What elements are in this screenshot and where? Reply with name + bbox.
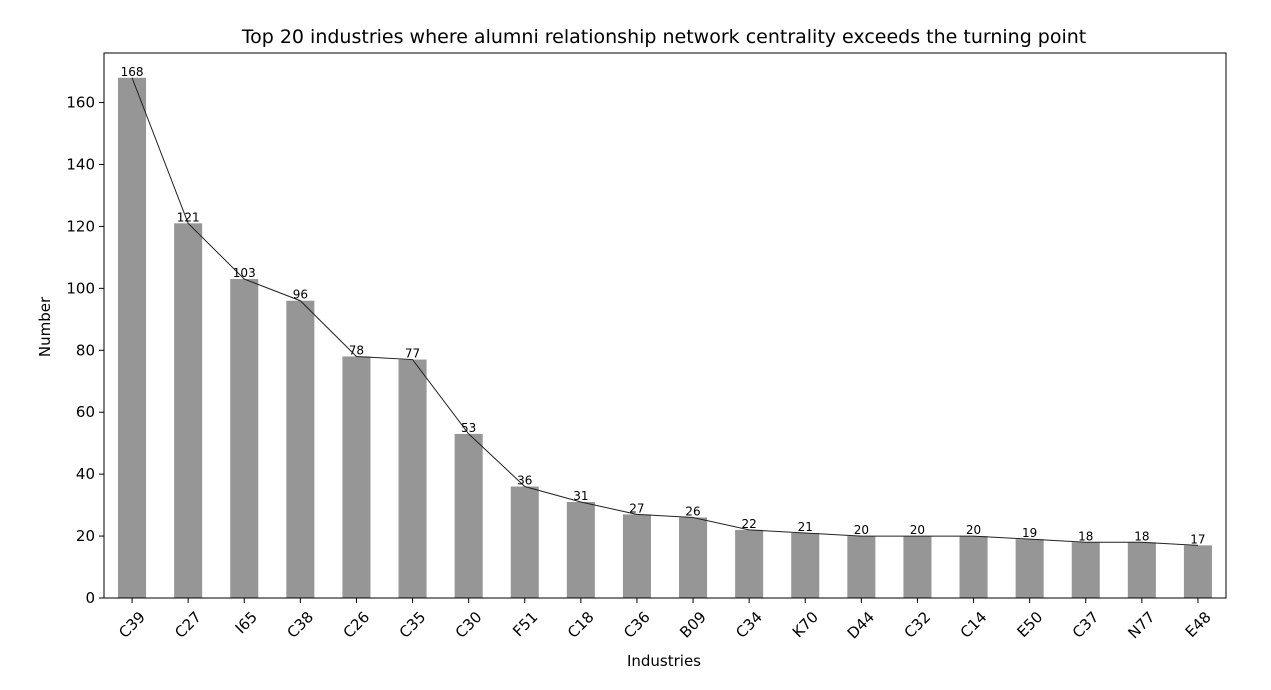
- data-label-d44: 20: [854, 523, 869, 537]
- x-tick-label-c26: C26: [340, 608, 374, 642]
- bar-c26: [342, 356, 371, 598]
- x-tick-label-e50: E50: [1013, 608, 1046, 641]
- x-tick-label-k70: K70: [789, 608, 822, 641]
- x-tick-label-d44: D44: [844, 608, 878, 642]
- bar-c14: [959, 536, 988, 598]
- bar-c36: [622, 514, 651, 598]
- y-tick-label: 20: [76, 527, 95, 545]
- bar-c38: [286, 300, 315, 598]
- x-tick-label-c35: C35: [396, 608, 430, 642]
- bar-e50: [1015, 539, 1044, 598]
- x-tick-label-c27: C27: [171, 608, 205, 642]
- data-label-n77: 18: [1134, 529, 1149, 543]
- y-axis-ticks: 0 20 40 60 80 100 120 140 160: [66, 94, 104, 607]
- bar-c30: [454, 433, 483, 598]
- y-axis-label: Number: [36, 296, 54, 357]
- bar-c34: [735, 529, 764, 598]
- x-tick-label-i65: I65: [232, 608, 261, 637]
- x-tick-label-c18: C18: [564, 608, 598, 642]
- x-tick-label-f51: F51: [509, 608, 541, 640]
- data-label-c14: 20: [966, 523, 981, 537]
- x-tick-label-e48: E48: [1182, 608, 1215, 641]
- data-label-c34: 22: [742, 517, 757, 531]
- bar-d44: [847, 536, 876, 598]
- x-tick-label-c38: C38: [283, 608, 317, 642]
- data-label-k70: 21: [798, 520, 813, 534]
- trend-line-layer: [131, 77, 1198, 546]
- data-label-c38: 96: [293, 288, 308, 302]
- data-label-c27: 121: [177, 210, 200, 224]
- y-tick-label: 0: [85, 589, 95, 607]
- data-label-c39: 168: [121, 65, 144, 79]
- bar-c18: [566, 502, 595, 598]
- y-tick-label: 60: [76, 403, 95, 421]
- bar-k70: [791, 532, 820, 598]
- data-label-c26: 78: [349, 343, 364, 357]
- trend-line: [131, 77, 1198, 546]
- x-tick-label-c32: C32: [901, 608, 935, 642]
- data-label-e50: 19: [1022, 526, 1037, 540]
- data-label-c37: 18: [1078, 529, 1093, 543]
- y-tick-label: 160: [66, 94, 95, 112]
- plot-frame: [103, 52, 1227, 599]
- x-tick-label-c37: C37: [1069, 608, 1103, 642]
- data-label-e48: 17: [1190, 532, 1205, 546]
- data-label-c36: 27: [629, 501, 644, 515]
- bar-c37: [1071, 542, 1100, 598]
- data-labels-layer: 168 121 103 96 78 77 53 36 31 27 26 22 21 20 20 20 19 18 1…: [121, 65, 1206, 547]
- bar-c39: [118, 77, 147, 599]
- data-label-i65: 103: [233, 266, 256, 280]
- bar-c27: [174, 223, 203, 598]
- data-label-c32: 20: [910, 523, 925, 537]
- bar-n77: [1127, 542, 1156, 598]
- x-tick-label-c30: C30: [452, 608, 486, 642]
- y-tick-label: 80: [76, 341, 95, 359]
- bar-i65: [230, 279, 259, 598]
- data-label-b09: 26: [685, 504, 700, 518]
- data-label-c30: 53: [461, 421, 476, 435]
- y-tick-label: 100: [66, 279, 95, 297]
- bar-f51: [510, 486, 539, 598]
- y-tick-label: 120: [66, 217, 95, 235]
- data-label-f51: 36: [517, 474, 532, 488]
- bar-c35: [398, 359, 427, 598]
- x-tick-label-c34: C34: [732, 608, 766, 642]
- bar-c32: [903, 536, 932, 598]
- data-label-c18: 31: [573, 489, 588, 503]
- chart-title: Top 20 industries where alumni relations…: [241, 26, 1087, 48]
- bar-e48: [1183, 545, 1212, 598]
- x-tick-label-b09: B09: [676, 608, 710, 642]
- x-tick-label-c14: C14: [957, 608, 991, 642]
- x-tick-label-c39: C39: [115, 608, 149, 642]
- y-tick-label: 140: [66, 155, 95, 173]
- data-label-c35: 77: [405, 347, 420, 361]
- bars-layer: [118, 77, 1212, 599]
- x-tick-label-c36: C36: [620, 608, 654, 642]
- bar-b09: [679, 517, 708, 598]
- x-tick-label-n77: N77: [1124, 608, 1158, 642]
- x-axis-label: Industries: [627, 652, 701, 670]
- y-tick-label: 40: [76, 465, 95, 483]
- x-axis-ticks: C39 C27 I65 C38 C26 C35 C30 F51 C18 C36 B09 C34 K70 D…: [115, 598, 1215, 642]
